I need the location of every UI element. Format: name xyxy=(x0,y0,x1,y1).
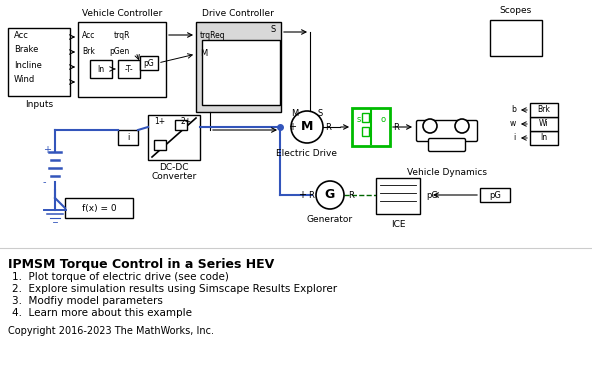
FancyBboxPatch shape xyxy=(175,120,187,130)
Text: R: R xyxy=(393,122,399,131)
Text: 2+: 2+ xyxy=(181,117,192,127)
Text: R: R xyxy=(308,190,314,200)
FancyBboxPatch shape xyxy=(376,178,420,214)
Text: Inputs: Inputs xyxy=(25,100,53,109)
Text: Brk: Brk xyxy=(538,106,551,114)
Text: Converter: Converter xyxy=(152,172,197,181)
Text: Electric Drive: Electric Drive xyxy=(276,149,337,158)
FancyBboxPatch shape xyxy=(78,22,166,97)
Text: 2.  Explore simulation results using Simscape Results Explorer: 2. Explore simulation results using Sims… xyxy=(12,284,337,294)
Text: f(x) = 0: f(x) = 0 xyxy=(82,204,116,212)
FancyBboxPatch shape xyxy=(530,131,558,145)
FancyBboxPatch shape xyxy=(118,130,138,145)
Circle shape xyxy=(423,119,437,133)
Text: +: + xyxy=(43,145,51,155)
Text: R: R xyxy=(348,190,354,200)
Text: +: + xyxy=(298,190,306,200)
FancyBboxPatch shape xyxy=(154,140,166,150)
Text: -T-: -T- xyxy=(125,65,133,73)
Text: +: + xyxy=(288,122,296,132)
FancyBboxPatch shape xyxy=(148,115,200,160)
FancyBboxPatch shape xyxy=(8,28,70,96)
Text: Brake: Brake xyxy=(14,46,38,54)
Text: Vehicle Controller: Vehicle Controller xyxy=(82,9,162,18)
Text: 4.  Learn more about this example: 4. Learn more about this example xyxy=(12,308,192,318)
Text: i: i xyxy=(127,133,129,141)
Text: -: - xyxy=(43,177,47,187)
Text: pG: pG xyxy=(489,190,501,200)
Text: S: S xyxy=(271,25,276,35)
Text: M: M xyxy=(291,109,298,117)
FancyBboxPatch shape xyxy=(196,22,281,112)
Text: Scopes: Scopes xyxy=(500,6,532,15)
Text: Wind: Wind xyxy=(14,76,36,84)
FancyBboxPatch shape xyxy=(530,117,558,131)
Text: In: In xyxy=(540,133,548,142)
FancyBboxPatch shape xyxy=(140,56,158,70)
Text: Incline: Incline xyxy=(14,60,42,70)
Text: G: G xyxy=(325,188,335,201)
Text: trqReq: trqReq xyxy=(200,30,226,40)
Text: trqR: trqR xyxy=(114,30,130,40)
FancyBboxPatch shape xyxy=(362,113,369,122)
FancyBboxPatch shape xyxy=(65,198,133,218)
Text: o: o xyxy=(381,116,386,125)
Text: M: M xyxy=(301,120,313,133)
Circle shape xyxy=(291,111,323,143)
FancyBboxPatch shape xyxy=(480,188,510,202)
Text: Copyright 2016-2023 The MathWorks, Inc.: Copyright 2016-2023 The MathWorks, Inc. xyxy=(8,326,214,336)
Text: s: s xyxy=(357,116,361,125)
Text: Generator: Generator xyxy=(307,215,353,224)
FancyBboxPatch shape xyxy=(417,120,478,141)
Text: DC-DC: DC-DC xyxy=(159,163,189,172)
Text: pGen: pGen xyxy=(110,48,130,57)
Text: i: i xyxy=(514,133,516,142)
Text: In: In xyxy=(98,65,105,73)
Text: Drive Controller: Drive Controller xyxy=(202,9,274,18)
Text: pG: pG xyxy=(144,59,155,68)
FancyBboxPatch shape xyxy=(530,103,558,117)
Text: S: S xyxy=(318,109,323,117)
FancyBboxPatch shape xyxy=(429,138,465,152)
FancyBboxPatch shape xyxy=(362,127,369,136)
Text: 1+: 1+ xyxy=(154,117,165,127)
Text: w: w xyxy=(510,119,516,128)
Text: Vehicle Dynamics: Vehicle Dynamics xyxy=(407,168,487,177)
FancyBboxPatch shape xyxy=(490,20,542,56)
Circle shape xyxy=(316,181,344,209)
FancyBboxPatch shape xyxy=(118,60,140,78)
Text: 3.  Modfiy model parameters: 3. Modfiy model parameters xyxy=(12,296,163,306)
Text: Acc: Acc xyxy=(82,30,95,40)
Text: pG: pG xyxy=(426,190,438,200)
FancyBboxPatch shape xyxy=(202,40,280,105)
Text: ICE: ICE xyxy=(391,220,406,229)
Text: Acc: Acc xyxy=(14,30,29,40)
Text: IPMSM Torque Control in a Series HEV: IPMSM Torque Control in a Series HEV xyxy=(8,258,274,271)
FancyBboxPatch shape xyxy=(90,60,112,78)
Text: 1.  Plot torque of electric drive (see code): 1. Plot torque of electric drive (see co… xyxy=(12,272,229,282)
Text: Wi: Wi xyxy=(539,119,549,128)
Text: M: M xyxy=(200,49,207,59)
Text: R: R xyxy=(325,122,331,131)
Text: b: b xyxy=(511,106,516,114)
Text: Brk: Brk xyxy=(82,48,95,57)
Circle shape xyxy=(455,119,469,133)
FancyBboxPatch shape xyxy=(352,108,390,146)
